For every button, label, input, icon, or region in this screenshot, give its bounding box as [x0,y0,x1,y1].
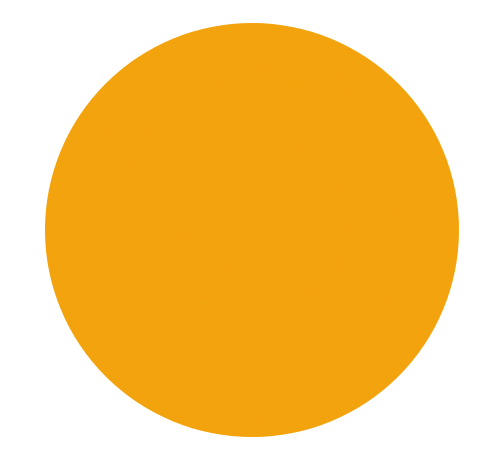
disc-svg [45,23,459,437]
orange-disc [44,22,460,438]
disc-shape [45,23,459,437]
